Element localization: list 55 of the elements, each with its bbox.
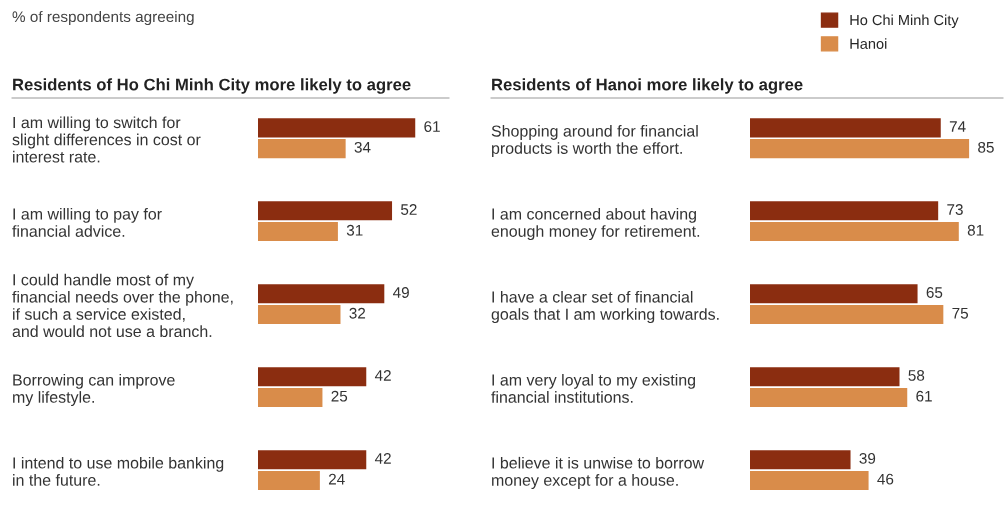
chart-title: Residents of Hanoi more likely to agree — [492, 78, 803, 94]
bar — [258, 139, 346, 159]
y-tick-label: Borrowing can improve my lifestyle. — [13, 373, 175, 406]
bar — [258, 305, 341, 325]
bar — [750, 118, 941, 138]
bar — [258, 284, 385, 304]
data-label: 42 — [374, 453, 391, 464]
data-label: 24 — [328, 473, 345, 485]
data-label: 39 — [859, 453, 876, 464]
data-label: 58 — [908, 370, 925, 381]
bar — [258, 470, 320, 491]
bar — [750, 450, 851, 470]
data-label: 31 — [346, 224, 363, 236]
data-label: 75 — [952, 307, 969, 319]
data-label: 81 — [967, 224, 984, 236]
text: % of respondents agreeing — [12, 10, 194, 26]
bar — [750, 139, 970, 159]
y-tick-label: I am willing to pay for financial advice. — [12, 207, 162, 237]
bar — [258, 367, 367, 387]
data-label: 65 — [926, 287, 943, 298]
data-label: 52 — [400, 204, 417, 215]
bar — [750, 305, 944, 325]
data-label: 46 — [877, 473, 894, 485]
y-tick-label: I am very loyal to my existing financial institutions. — [491, 373, 696, 403]
y-tick-label: I have a clear set of financial goals that I am working towards. — [491, 290, 719, 324]
data-label: 49 — [393, 287, 409, 298]
bar — [258, 222, 338, 242]
data-label: 74 — [949, 121, 966, 132]
y-tick-label: I am willing to switch for slight differences in cost or interest rate. — [12, 116, 201, 163]
y-tick-label: Shopping around for financial products is worth the effort. — [491, 125, 698, 158]
data-label: 73 — [947, 204, 963, 215]
data-label: 25 — [331, 390, 348, 402]
bar — [750, 470, 869, 491]
y-tick-label: I am concerned about having enough money for retirement. — [491, 207, 700, 241]
legend-label: Hanoi — [850, 38, 887, 49]
y-tick-label: I believe it is unwise to borrow money except for a house. — [492, 456, 705, 489]
data-label: 85 — [978, 141, 994, 153]
y-tick-label: I could handle most of my financial needs over the phone, if such a service existed, and would not use a branch. — [12, 273, 233, 338]
bar — [258, 118, 416, 138]
data-label: 61 — [916, 390, 932, 402]
bar — [258, 201, 393, 221]
bar — [750, 284, 918, 304]
bar — [258, 387, 323, 408]
bar — [750, 387, 908, 408]
bar — [750, 201, 939, 221]
data-label: 32 — [349, 307, 366, 319]
legend-label: Ho Chi Minh City — [850, 14, 959, 29]
y-tick-label: I intend to use mobile banking in the future. — [13, 456, 224, 486]
data-label: 42 — [374, 370, 391, 381]
data-label: 61 — [424, 121, 440, 132]
data-label: 34 — [354, 141, 371, 153]
chart-title: Residents of Ho Chi Minh City more likely to agree — [13, 78, 411, 94]
bar — [258, 450, 367, 470]
bar — [750, 367, 900, 387]
bar — [750, 222, 959, 242]
